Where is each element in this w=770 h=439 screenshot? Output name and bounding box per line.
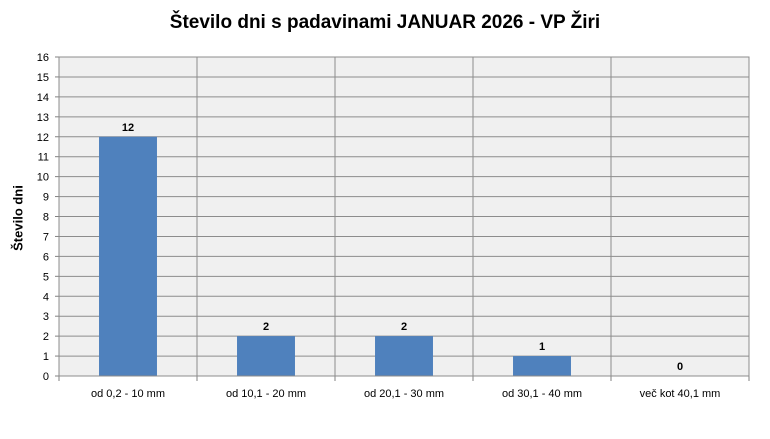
y-tick-label: 13 bbox=[37, 112, 49, 124]
y-tick-label: 15 bbox=[37, 72, 49, 84]
y-tick-label: 4 bbox=[43, 291, 49, 303]
bar bbox=[99, 136, 157, 376]
bar bbox=[237, 336, 295, 376]
y-tick-label: 8 bbox=[43, 212, 49, 224]
y-tick-label: 9 bbox=[43, 192, 49, 204]
x-tick-label: več kot 40,1 mm bbox=[640, 388, 721, 400]
bars bbox=[99, 136, 571, 376]
y-tick-label: 6 bbox=[43, 251, 49, 263]
data-label: 2 bbox=[263, 321, 269, 333]
y-tick-label: 1 bbox=[43, 351, 49, 363]
y-tick-label: 2 bbox=[43, 331, 49, 343]
y-tick-label: 7 bbox=[43, 231, 49, 243]
x-tick-label: od 30,1 - 40 mm bbox=[502, 388, 582, 400]
x-tick-labels: od 0,2 - 10 mm od 10,1 - 20 mm od 20,1 - 3… bbox=[91, 388, 720, 400]
y-tick-label: 11 bbox=[38, 152, 49, 164]
chart-title: Število dni s padavinami JANUAR 2026 - V… bbox=[169, 12, 601, 33]
bar bbox=[375, 336, 433, 376]
plot-border bbox=[58, 56, 750, 377]
y-tick-label: 12 bbox=[37, 132, 49, 144]
bar bbox=[513, 356, 571, 376]
data-labels: 12 2 2 1 0 bbox=[122, 122, 683, 373]
y-tick-label: 3 bbox=[43, 311, 49, 323]
data-label: 2 bbox=[401, 321, 407, 333]
data-label: 12 bbox=[122, 122, 134, 134]
data-label: 0 bbox=[677, 361, 683, 373]
x-tick-label: od 10,1 - 20 mm bbox=[226, 388, 306, 400]
y-tick-label: 5 bbox=[43, 271, 49, 283]
x-tick-label: od 0,2 - 10 mm bbox=[91, 388, 165, 400]
x-tick-label: od 20,1 - 30 mm bbox=[364, 388, 444, 400]
y-tick-label: 0 bbox=[43, 371, 49, 383]
y-tick-label: 16 bbox=[37, 52, 49, 64]
y-tick-label: 14 bbox=[37, 92, 49, 104]
data-label: 1 bbox=[539, 341, 545, 353]
axes bbox=[58, 56, 750, 377]
y-tick-label: 10 bbox=[37, 172, 49, 184]
